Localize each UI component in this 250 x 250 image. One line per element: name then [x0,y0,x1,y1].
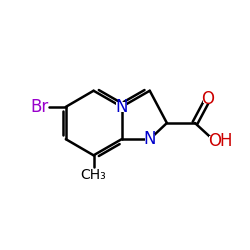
Bar [209,136,227,145]
Bar [116,102,127,112]
Text: N: N [144,130,156,148]
Text: N: N [116,98,128,116]
Bar [203,94,212,103]
Bar [30,102,48,112]
Bar [84,170,103,180]
Text: Br: Br [30,98,48,116]
Text: O: O [202,90,214,108]
Text: O: O [208,132,221,150]
Text: H: H [220,132,232,150]
Bar [144,134,155,144]
Text: CH₃: CH₃ [81,168,106,182]
